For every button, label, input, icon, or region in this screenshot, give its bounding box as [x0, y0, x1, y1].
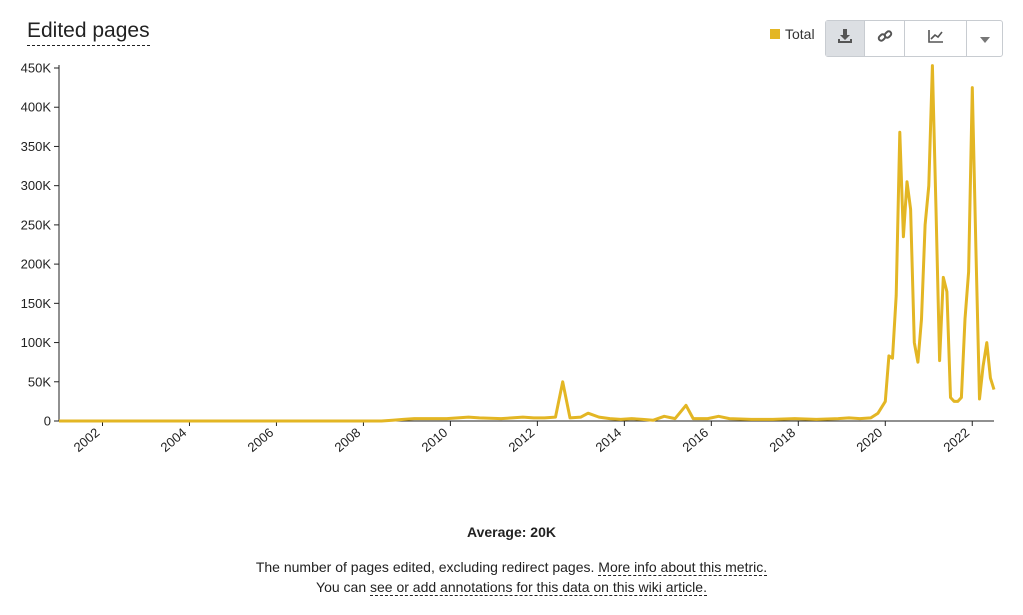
x-tick-label: 2022 — [940, 425, 972, 455]
download-icon — [837, 28, 853, 49]
x-tick-label: 2020 — [853, 425, 885, 455]
chart-type-button[interactable] — [905, 21, 967, 56]
y-tick-label: 150K — [21, 296, 52, 311]
series-line-total — [59, 64, 996, 423]
x-tick-label: 2014 — [592, 425, 624, 455]
x-tick-label: 2006 — [245, 425, 277, 455]
annotations-prefix: You can — [316, 579, 367, 595]
description-text: The number of pages edited, excluding re… — [255, 559, 595, 575]
y-tick-label: 50K — [28, 374, 51, 389]
x-tick-label: 2002 — [71, 425, 103, 455]
link-button[interactable] — [865, 21, 905, 56]
link-icon — [877, 28, 893, 49]
chart-title[interactable]: Edited pages — [27, 18, 150, 46]
legend-label: Total — [785, 26, 815, 42]
y-tick-label: 0 — [44, 414, 51, 429]
x-tick-label: 2016 — [679, 425, 711, 455]
x-tick-label: 2012 — [506, 425, 538, 455]
y-tick-label: 350K — [21, 139, 52, 154]
chart-toolbar — [825, 20, 1003, 57]
line-chart: 0 50K 100K 150K 200K 250K 300K 350K 400K 450K 200… — [21, 61, 996, 455]
chevron-down-icon — [979, 30, 990, 48]
x-tick-label: 2004 — [158, 425, 190, 455]
legend-swatch — [770, 29, 780, 39]
metric-description: The number of pages edited, excluding re… — [0, 557, 1023, 597]
y-tick-label: 100K — [21, 335, 52, 350]
y-tick-label: 250K — [21, 217, 52, 232]
annotations-link[interactable]: see or add annotations for this data on … — [370, 579, 707, 596]
x-tick-label: 2018 — [766, 425, 798, 455]
more-options-button[interactable] — [967, 21, 1002, 56]
x-tick-label: 2010 — [419, 425, 451, 455]
download-button[interactable] — [826, 21, 865, 56]
x-tick-label: 2008 — [332, 425, 364, 455]
line-chart-icon — [927, 29, 944, 48]
more-info-link[interactable]: More info about this metric. — [598, 559, 768, 576]
legend[interactable]: Total — [770, 26, 815, 42]
average-label: Average: 20K — [467, 524, 556, 540]
y-tick-label: 200K — [21, 257, 52, 272]
y-tick-label: 300K — [21, 178, 52, 193]
y-tick-label: 450K — [21, 61, 52, 76]
y-tick-label: 400K — [21, 100, 52, 115]
